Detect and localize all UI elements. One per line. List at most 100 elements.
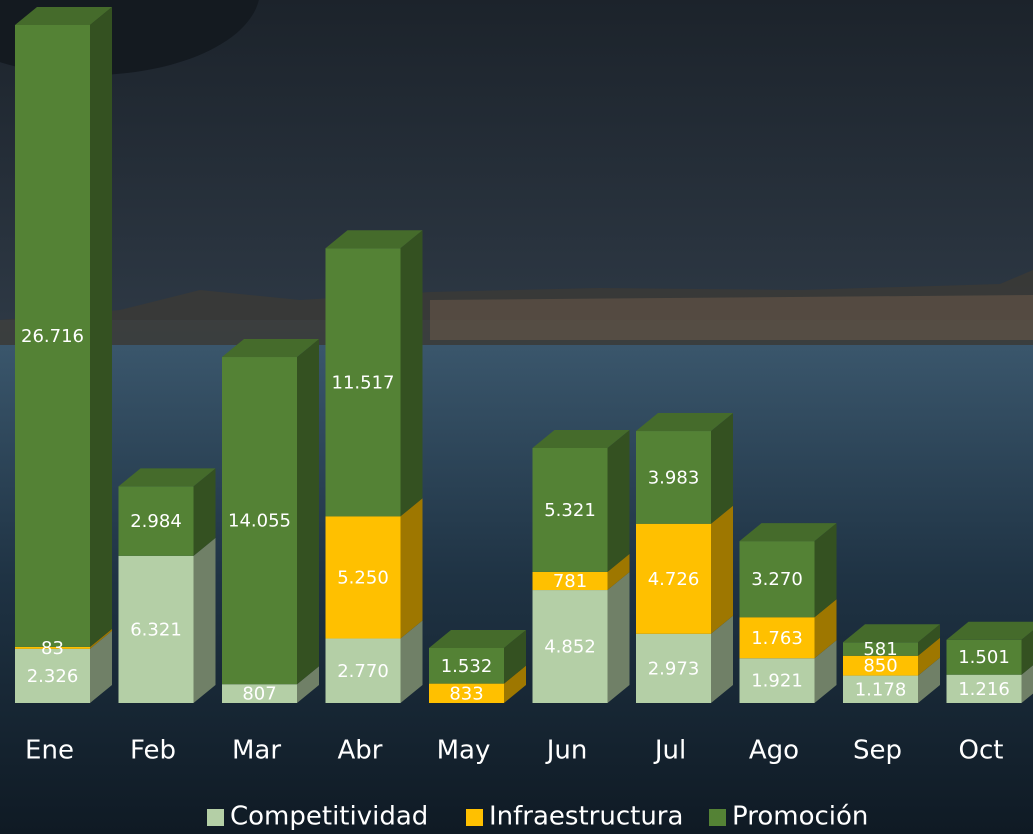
value-label: 833 <box>449 683 483 704</box>
value-label: 2.984 <box>130 511 182 532</box>
bar-segment <box>532 571 608 591</box>
bar-segment <box>843 642 918 656</box>
x-tick-label: Feb <box>130 736 176 766</box>
bar-side <box>607 553 630 591</box>
bar-side <box>193 468 216 556</box>
bar-top <box>636 413 733 432</box>
bar-segment <box>843 655 918 676</box>
x-tick-label: May <box>437 736 491 766</box>
bar-side <box>504 629 526 684</box>
bar-segment <box>118 555 194 703</box>
value-label: 1.216 <box>958 679 1010 700</box>
bar-segment <box>325 516 401 639</box>
bar-top <box>429 629 526 648</box>
value-label: 1.501 <box>958 647 1010 668</box>
x-tick-label: Mar <box>232 736 281 766</box>
value-label: 2.326 <box>27 666 79 687</box>
bar-side <box>90 630 112 703</box>
bar-side <box>814 640 837 703</box>
bar-top <box>843 624 940 643</box>
bar-segment <box>15 25 90 647</box>
bar-side <box>1021 630 1033 675</box>
value-label: 83 <box>41 638 64 659</box>
value-label: 850 <box>863 656 897 677</box>
value-label: 1.763 <box>751 628 803 649</box>
bar-top <box>532 430 630 449</box>
value-label: 4.852 <box>544 637 596 658</box>
bar-side <box>400 498 423 639</box>
bar-top <box>222 339 319 358</box>
bar-side <box>918 637 940 676</box>
value-label: 1.532 <box>441 656 493 677</box>
value-label: 5.250 <box>337 567 389 588</box>
value-label: 807 <box>242 684 276 705</box>
bar-segment <box>739 541 815 618</box>
value-label: 1.921 <box>751 671 803 692</box>
bar-segment <box>636 523 711 634</box>
bar-side <box>504 665 526 703</box>
bar-side <box>814 599 837 659</box>
bar-side <box>90 628 112 649</box>
x-tick-label: Jul <box>653 736 686 766</box>
value-label: 3.270 <box>751 569 803 590</box>
value-label: 4.726 <box>648 569 700 590</box>
bar-top <box>325 230 423 249</box>
bar-side <box>1021 665 1033 703</box>
value-label: 2.770 <box>337 661 389 682</box>
bar-segment <box>429 647 504 684</box>
value-label: 1.178 <box>855 679 907 700</box>
value-label: 5.321 <box>544 500 596 521</box>
bar-segment <box>532 448 608 572</box>
x-tick-label: Sep <box>853 736 902 766</box>
legend-swatch <box>207 809 224 826</box>
legend-swatch <box>709 809 726 826</box>
bar-segment <box>222 684 297 703</box>
bar-segment <box>429 683 504 703</box>
value-label: 781 <box>553 571 587 592</box>
bar-segment <box>946 639 1022 675</box>
bar-segment <box>739 617 815 659</box>
bar-segment <box>118 486 194 556</box>
value-label: 581 <box>863 639 897 660</box>
bar-segment <box>532 590 608 703</box>
value-label: 2.973 <box>648 658 700 679</box>
bar-segment <box>15 646 90 649</box>
bar-side <box>90 7 112 647</box>
bar-side <box>711 505 733 634</box>
bar-side <box>918 624 940 656</box>
bar-top <box>946 621 1033 640</box>
bar-segment <box>15 648 90 703</box>
value-label: 11.517 <box>332 372 395 393</box>
value-label: 26.716 <box>21 326 84 347</box>
bar-segment <box>636 431 711 524</box>
bars: 2.326 83 26.716 Ene 6.321 2.984 Feb 807 14.055 Ma… <box>15 7 1033 766</box>
value-label: 6.321 <box>130 619 182 640</box>
value-label: 3.983 <box>648 467 700 488</box>
bar-side <box>918 657 940 703</box>
bar-top <box>739 523 837 542</box>
bar-side <box>400 620 423 703</box>
bar-side <box>711 413 733 524</box>
bar-side <box>193 537 216 703</box>
bar-side <box>400 230 423 517</box>
bar-side <box>607 430 630 572</box>
bar-side <box>297 666 319 703</box>
bar-segment <box>222 357 297 685</box>
legend-swatch <box>466 809 483 826</box>
bar-segment <box>325 248 401 517</box>
legend-label: Competitividad <box>230 802 428 832</box>
bar-segment <box>325 638 401 703</box>
x-tick-label: Oct <box>959 736 1004 766</box>
legend-label: Infraestructura <box>489 802 683 832</box>
x-tick-label: Abr <box>338 736 383 766</box>
x-tick-label: Ago <box>749 736 799 766</box>
bar-top <box>15 7 112 25</box>
bar-side <box>297 339 319 685</box>
legend: Competitividad Infraestructura Promoción <box>207 802 868 832</box>
legend-label: Promoción <box>732 802 868 832</box>
bar-segment <box>739 658 815 703</box>
bar-side <box>711 615 733 703</box>
bar-segment <box>636 633 711 703</box>
